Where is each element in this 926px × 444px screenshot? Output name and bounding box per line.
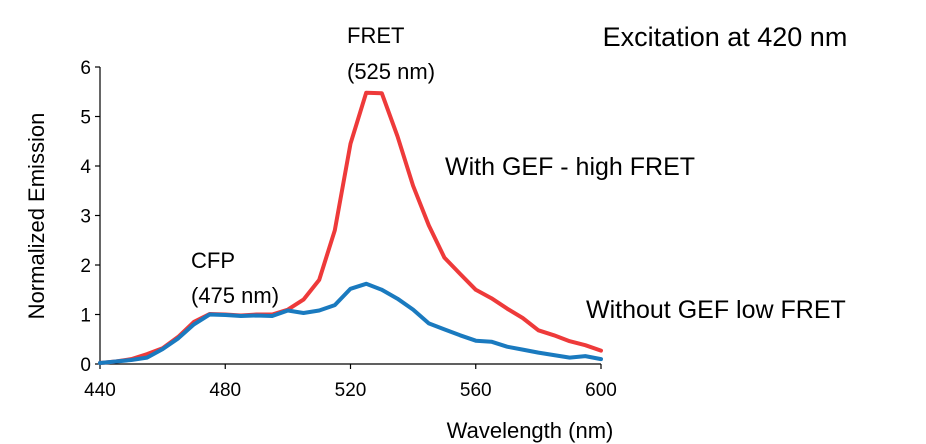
fret-peak-annotation: FRET (525 nm) [347, 23, 435, 84]
legend-label-without-gef: Without GEF low FRET [586, 296, 846, 324]
x-axis: 440 480 520 560 600 [84, 364, 617, 401]
x-tick-label: 480 [209, 380, 241, 401]
x-tick-label: 440 [84, 380, 116, 401]
x-tick-label: 520 [335, 380, 367, 401]
cfp-annotation-line-1: CFP [191, 248, 235, 273]
chart-title: Excitation at 420 nm [603, 22, 848, 52]
y-tick-label: 6 [80, 58, 91, 79]
y-axis-label: Normalized Emission [24, 113, 49, 320]
y-tick-label: 1 [80, 306, 91, 327]
y-axis: 0 1 2 3 4 5 6 [80, 58, 100, 376]
y-tick-label: 3 [80, 207, 91, 228]
cfp-annotation-line-2: (475 nm) [191, 283, 279, 308]
series-line-without-gef [100, 284, 601, 363]
x-tick-label: 600 [585, 380, 617, 401]
y-tick-label: 5 [80, 108, 91, 129]
cfp-peak-annotation: CFP (475 nm) [191, 248, 279, 308]
x-axis-label: Wavelength (nm) [447, 418, 614, 443]
fret-annotation-line-2: (525 nm) [347, 59, 435, 84]
fret-annotation-line-1: FRET [347, 23, 404, 48]
y-tick-label: 2 [80, 256, 91, 277]
y-tick-label: 0 [80, 355, 91, 376]
y-tick-label: 4 [80, 157, 91, 178]
series-line-with-gef [100, 93, 601, 363]
legend-label-with-gef: With GEF - high FRET [445, 153, 695, 181]
x-tick-label: 560 [460, 380, 492, 401]
